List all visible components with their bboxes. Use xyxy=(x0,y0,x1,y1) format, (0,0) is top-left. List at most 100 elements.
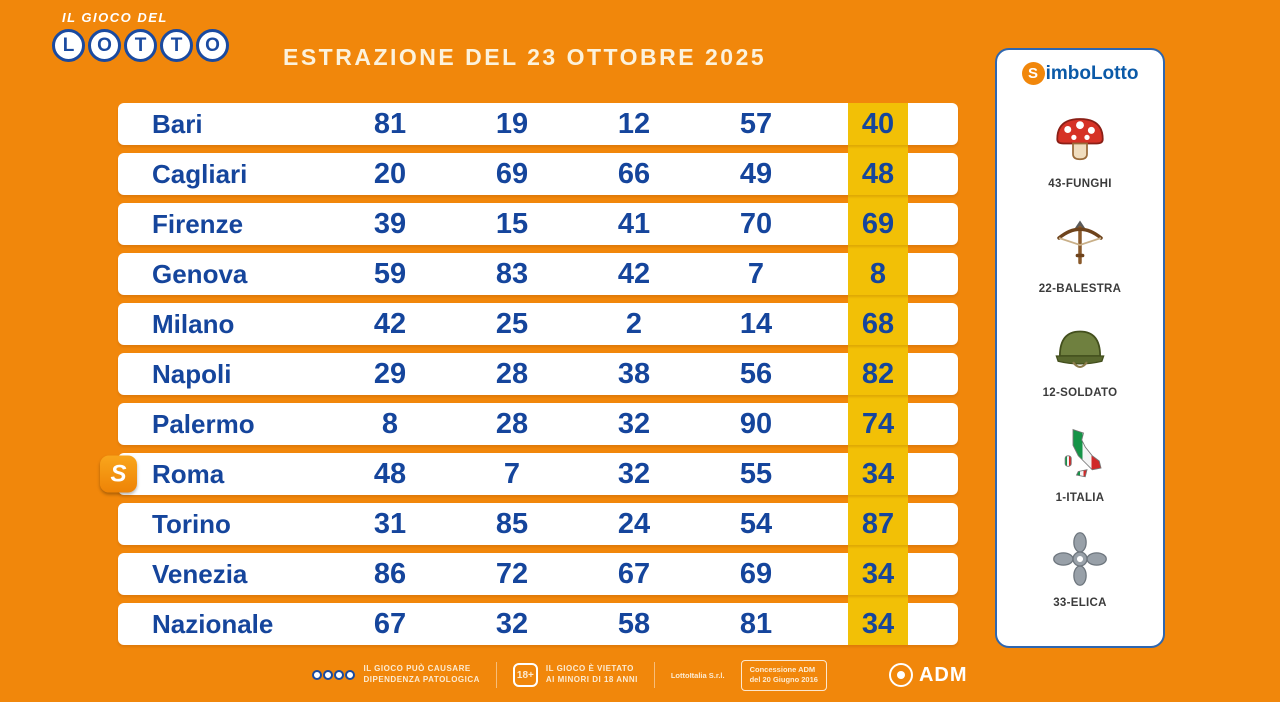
city-label: Genova xyxy=(152,258,248,289)
number-cell: 59 xyxy=(373,257,407,290)
number-cell: 42 xyxy=(373,307,407,340)
crossbow-icon xyxy=(1052,217,1108,278)
number-cell: 38 xyxy=(617,357,651,390)
last-number-cell: 34 xyxy=(848,553,908,595)
last-number-cell: 87 xyxy=(848,503,908,545)
number-cell: 28 xyxy=(495,357,529,390)
table-row: Torino 31 85 24 54 87 xyxy=(118,503,958,545)
table-row: Genova 59 83 42 7 8 xyxy=(118,253,958,295)
simbolotto-symbols-list: 43-FUNGHI 22-BALESTRA xyxy=(1003,85,1157,636)
number-cell: 41 xyxy=(617,207,651,240)
simbolotto-logo-text: imboLotto xyxy=(1045,62,1139,84)
number-cell: 67 xyxy=(617,557,651,590)
simbolotto-badge: S xyxy=(100,455,137,493)
city-label: Torino xyxy=(152,508,231,539)
symbol-item: 33-ELICA xyxy=(1052,531,1108,609)
adm-logo-text: ADM xyxy=(918,663,968,686)
symbol-label: 43-FUNGHI xyxy=(1048,177,1112,190)
number-cell: 24 xyxy=(617,507,651,540)
city-label: Nazionale xyxy=(152,608,274,639)
footer: IL GIOCO PUÒ CAUSARE DIPENDENZA PATOLOGI… xyxy=(0,648,1280,702)
last-number-cell: 68 xyxy=(848,303,908,345)
italy-icon xyxy=(1052,426,1108,487)
simbolotto-s-icon: S xyxy=(1021,62,1045,85)
lotto-mini-circle-icon xyxy=(345,670,356,680)
table-row: Cagliari 20 69 66 49 48 xyxy=(118,153,958,195)
last-number-cell: 8 xyxy=(848,253,908,295)
number-cell: 19 xyxy=(495,107,529,140)
simbolotto-panel: S imboLotto 43-FUNGHI xyxy=(995,48,1165,648)
age-18-badge: 18+ xyxy=(512,663,538,687)
table-row: Venezia 86 72 67 69 34 xyxy=(118,553,958,595)
city-label: Firenze xyxy=(152,208,244,239)
last-number-cell: 69 xyxy=(848,203,908,245)
lotto-letter-circle: T xyxy=(124,29,157,62)
number-cell: 39 xyxy=(373,207,407,240)
number-cell: 8 xyxy=(381,407,399,440)
lotto-mini-circle-icon xyxy=(323,670,334,680)
number-cell: 48 xyxy=(373,457,407,490)
mushroom-icon xyxy=(1052,112,1108,173)
warning-dependency: IL GIOCO PUÒ CAUSARE DIPENDENZA PATOLOGI… xyxy=(312,664,479,686)
number-cell: 69 xyxy=(739,557,773,590)
company-name: LottoItalia S.r.l. xyxy=(670,670,725,680)
number-cell: 42 xyxy=(617,257,651,290)
last-number-cell: 40 xyxy=(848,103,908,145)
lotto-mini-circle-icon xyxy=(312,670,323,680)
results-table: Bari 81 19 12 57 40 Cagliari 20 69 66 49… xyxy=(100,103,958,645)
table-row: Napoli 29 28 38 56 82 xyxy=(118,353,958,395)
number-cell: 12 xyxy=(617,107,651,140)
number-cell: 81 xyxy=(373,107,407,140)
city-label: Palermo xyxy=(152,408,255,439)
number-cell: 83 xyxy=(495,257,529,290)
number-cell: 32 xyxy=(617,457,651,490)
symbol-label: 33-ELICA xyxy=(1053,597,1107,610)
last-number-cell: 34 xyxy=(848,453,908,495)
symbol-label: 12-SOLDATO xyxy=(1042,387,1118,400)
lotto-letter-circle: O xyxy=(88,29,121,62)
draw-title: ESTRAZIONE DEL 23 OTTOBRE 2025 xyxy=(283,44,767,70)
number-cell: 67 xyxy=(373,607,407,640)
warning-minors-text: IL GIOCO È VIETATO AI MINORI DI 18 ANNI xyxy=(545,664,638,684)
symbol-item: 22-BALESTRA xyxy=(1039,217,1122,295)
symbol-item: 12-SOLDATO xyxy=(1043,321,1118,399)
simbolotto-logo: S imboLotto xyxy=(1021,62,1139,85)
number-cell: 70 xyxy=(739,207,773,240)
number-cell: 55 xyxy=(739,457,773,490)
table-row: S Roma 48 7 32 55 34 xyxy=(100,453,958,495)
warning-dependency-text: IL GIOCO PUÒ CAUSARE DIPENDENZA PATOLOGI… xyxy=(363,664,480,684)
number-cell: 7 xyxy=(747,257,765,290)
number-cell: 90 xyxy=(739,407,773,440)
concession-box: Concessione ADM del 20 Giugno 2016 xyxy=(740,659,827,691)
number-cell: 81 xyxy=(739,607,773,640)
helmet-icon xyxy=(1052,321,1108,382)
symbol-label: 22-BALESTRA xyxy=(1038,282,1122,295)
lotto-logo-tagline: IL GIOCO DEL xyxy=(62,10,168,25)
adm-logo: ADM xyxy=(888,663,968,687)
symbol-item: 43-FUNGHI xyxy=(1048,112,1111,190)
lotto-mini-logo xyxy=(312,670,356,680)
table-row: Bari 81 19 12 57 40 xyxy=(118,103,958,145)
number-cell: 2 xyxy=(625,307,643,340)
number-cell: 58 xyxy=(617,607,651,640)
number-cell: 32 xyxy=(617,407,651,440)
symbol-item: 1-ITALIA xyxy=(1052,426,1108,504)
city-label: Venezia xyxy=(152,558,248,589)
number-cell: 28 xyxy=(495,407,529,440)
number-cell: 20 xyxy=(373,157,407,190)
city-label: Cagliari xyxy=(152,158,248,189)
table-row: Milano 42 25 2 14 68 xyxy=(118,303,958,345)
number-cell: 57 xyxy=(739,107,773,140)
city-label: Milano xyxy=(152,308,235,339)
last-number-cell: 74 xyxy=(848,403,908,445)
last-number-cell: 34 xyxy=(848,603,908,645)
warning-minors: 18+ IL GIOCO È VIETATO AI MINORI DI 18 A… xyxy=(512,663,638,687)
city-label: Bari xyxy=(152,108,203,139)
table-row: Palermo 8 28 32 90 74 xyxy=(118,403,958,445)
number-cell: 32 xyxy=(495,607,529,640)
last-number-cell: 82 xyxy=(848,353,908,395)
number-cell: 85 xyxy=(495,507,529,540)
city-label: Napoli xyxy=(152,358,232,389)
lotto-logo: IL GIOCO DEL L O T T O xyxy=(52,10,229,62)
